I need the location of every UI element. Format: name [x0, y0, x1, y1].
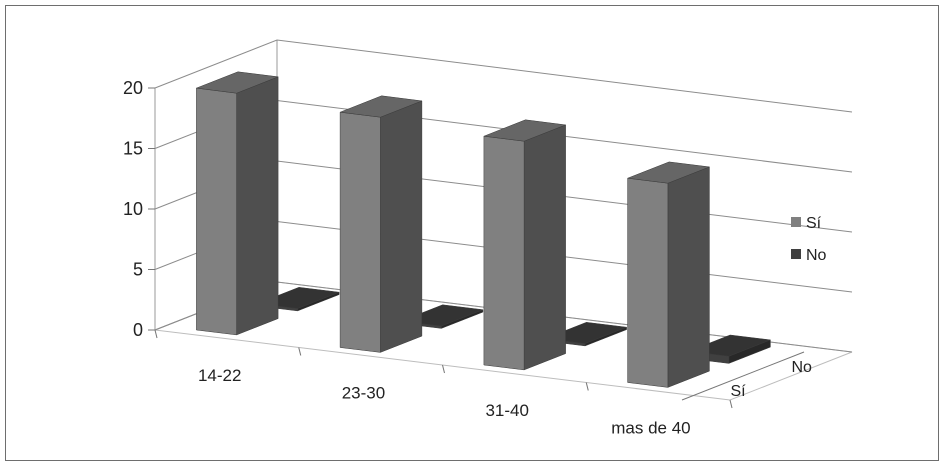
bar-top: [627, 161, 710, 184]
bar-top: [483, 119, 566, 142]
x-axis-categories: 14-22 23-30 31-40 mas de 40: [154, 329, 733, 437]
y-tick-label: 5: [133, 260, 143, 280]
x-tick-mark: [585, 382, 589, 391]
bar-side: [380, 100, 423, 353]
x-category-label: 23-30: [342, 383, 385, 402]
x-category-label: 14-22: [198, 366, 241, 385]
bar: [339, 111, 381, 353]
bar: [483, 135, 525, 371]
bar-side: [236, 76, 279, 336]
x-tick-mark: [154, 329, 158, 339]
y-tick-label: 10: [123, 199, 143, 219]
x-tick-mark: [442, 364, 445, 374]
x-category-label: 31-40: [485, 401, 528, 420]
x-category-label: mas de 40: [611, 418, 690, 437]
depth-axis-line: [681, 351, 805, 401]
bar: [196, 87, 237, 336]
bar: [627, 177, 669, 388]
legend-label: No: [806, 247, 827, 264]
depth-axis: No Sí: [681, 351, 813, 401]
bar-side: [523, 124, 566, 371]
y-tick-label: 15: [123, 139, 143, 159]
bars-si-series: [196, 71, 710, 388]
legend-swatch: [791, 217, 801, 227]
y-tick-label: 0: [133, 320, 143, 340]
depth-axis-label: No: [792, 359, 813, 376]
y-tick-label: 20: [123, 78, 143, 98]
y-axis-ticks: 0 5 10 15 20: [123, 78, 143, 340]
depth-axis-label: Sí: [731, 383, 747, 400]
legend-label: Sí: [806, 215, 822, 232]
bar-top: [340, 95, 422, 118]
x-tick-mark: [729, 399, 733, 409]
x-tick-mark: [298, 347, 302, 356]
bar-top: [196, 71, 279, 94]
gridline: [154, 39, 853, 113]
chart-frame: [5, 5, 939, 461]
legend: Sí No: [791, 215, 827, 264]
bar-side: [667, 166, 710, 388]
legend-swatch: [791, 249, 801, 259]
